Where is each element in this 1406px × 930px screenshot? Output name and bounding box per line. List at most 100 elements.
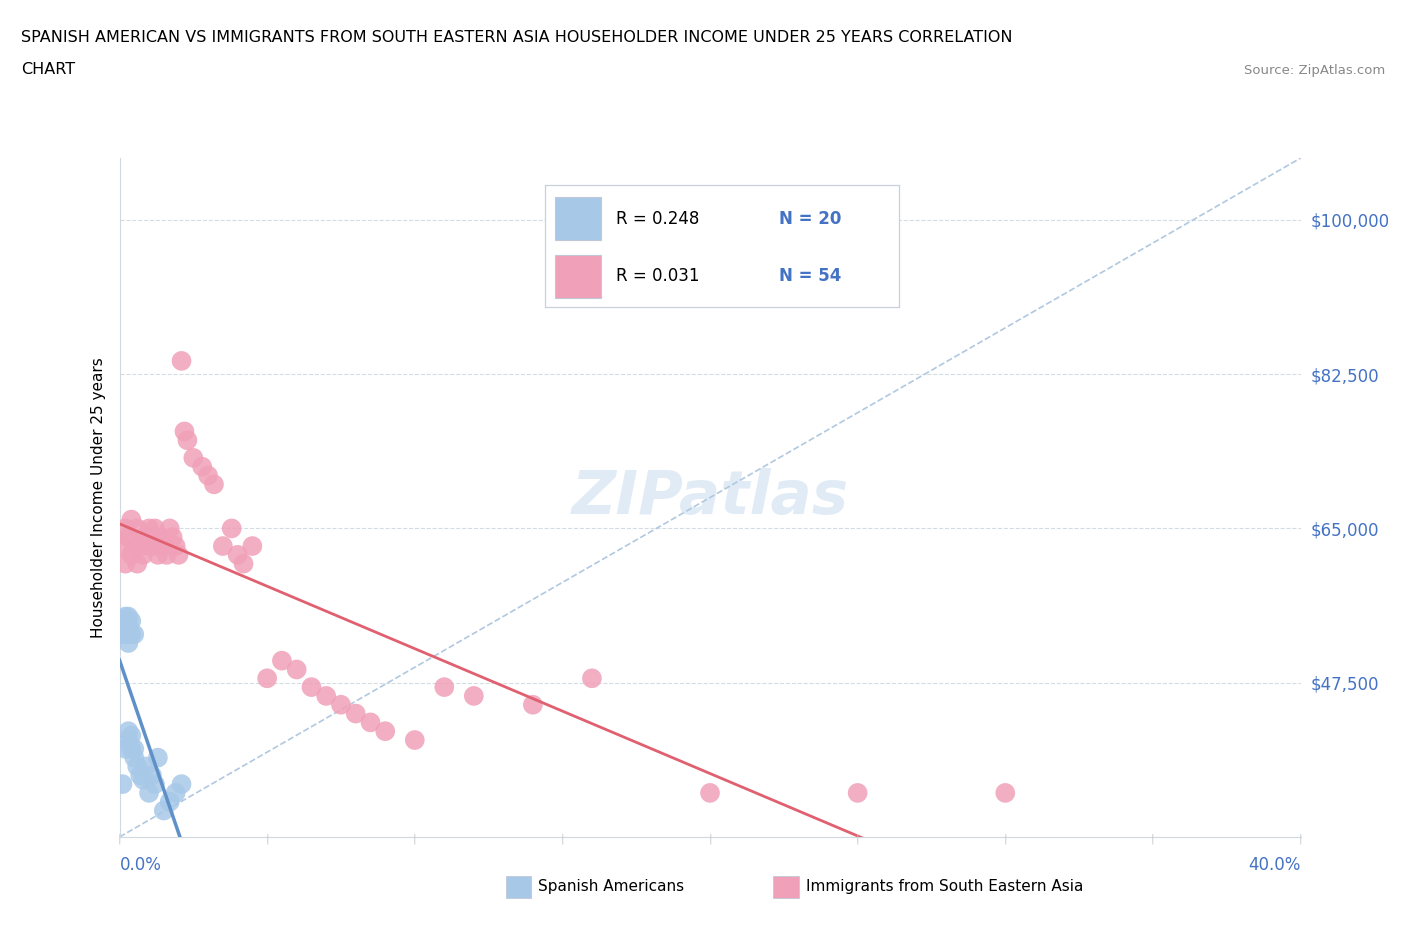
Text: Source: ZipAtlas.com: Source: ZipAtlas.com [1244,64,1385,77]
Point [141,530,163,545]
Point [270,653,294,668]
Point [117,627,139,642]
Point [374,724,396,738]
Point [120,548,142,563]
Point [242,538,264,553]
Point [159,521,181,536]
Point [221,521,243,536]
Point [127,759,149,774]
Point [170,777,193,791]
Point [111,627,134,642]
Point [143,521,166,536]
Text: SPANISH AMERICAN VS IMMIGRANTS FROM SOUTH EASTERN ASIA HOUSEHOLDER INCOME UNDER : SPANISH AMERICAN VS IMMIGRANTS FROM SOUT… [21,30,1012,45]
Text: 40.0%: 40.0% [1249,856,1301,873]
Point [124,627,146,642]
Point [699,786,721,801]
Point [117,618,139,632]
Point [170,353,193,368]
Point [117,635,139,650]
Point [120,627,142,642]
Point [183,450,205,465]
Point [129,768,152,783]
Point [165,786,187,801]
Text: |: | [561,833,564,844]
Point [153,804,174,818]
Point [232,556,254,571]
Point [114,556,136,571]
Text: |: | [709,833,711,844]
Point [114,622,136,637]
Text: |: | [413,833,416,844]
Point [162,530,184,545]
Point [117,733,139,748]
Point [165,538,187,553]
Point [114,521,136,536]
Point [117,530,139,545]
Point [191,459,214,474]
Point [202,477,225,492]
Point [360,715,382,730]
Point [141,768,163,783]
Point [143,777,166,791]
Point [146,548,169,563]
Point [127,556,149,571]
Point [124,538,146,553]
Point [173,424,195,439]
Point [581,671,603,685]
Point [301,680,323,695]
Point [124,751,146,765]
Point [329,698,352,712]
Point [256,671,278,685]
Point [138,786,160,801]
Text: |: | [1152,833,1154,844]
Point [132,548,155,563]
Text: Immigrants from South Eastern Asia: Immigrants from South Eastern Asia [806,879,1083,894]
Text: |: | [856,833,859,844]
Text: |: | [1004,833,1007,844]
Point [127,521,149,536]
Point [197,468,219,483]
Point [463,688,485,703]
Point [211,538,233,553]
Point [111,618,134,632]
Point [129,538,152,553]
Point [146,751,169,765]
Point [132,772,155,787]
Y-axis label: Householder Income Under 25 years: Householder Income Under 25 years [90,357,105,638]
Point [138,538,160,553]
Point [114,609,136,624]
Point [124,741,146,756]
Point [117,609,139,624]
Point [176,432,198,447]
Point [433,680,456,695]
Point [153,538,174,553]
Point [156,548,179,563]
Point [994,786,1017,801]
Point [404,733,426,748]
Point [135,759,157,774]
Point [117,724,139,738]
Point [315,688,337,703]
Text: |: | [118,833,121,844]
Text: 0.0%: 0.0% [120,856,162,873]
Point [120,741,142,756]
Text: ZIPatlas: ZIPatlas [571,468,849,527]
Point [846,786,869,801]
Point [149,530,172,545]
Point [114,741,136,756]
Point [120,728,142,743]
Point [226,548,249,563]
Text: CHART: CHART [21,62,75,77]
Point [159,794,181,809]
Point [111,777,134,791]
Point [111,538,134,553]
Text: |: | [266,833,269,844]
Point [138,521,160,536]
Point [285,662,308,677]
Text: |: | [1299,833,1302,844]
Point [344,706,367,721]
Point [522,698,544,712]
Text: Spanish Americans: Spanish Americans [538,879,685,894]
Point [120,614,142,629]
Point [114,618,136,632]
